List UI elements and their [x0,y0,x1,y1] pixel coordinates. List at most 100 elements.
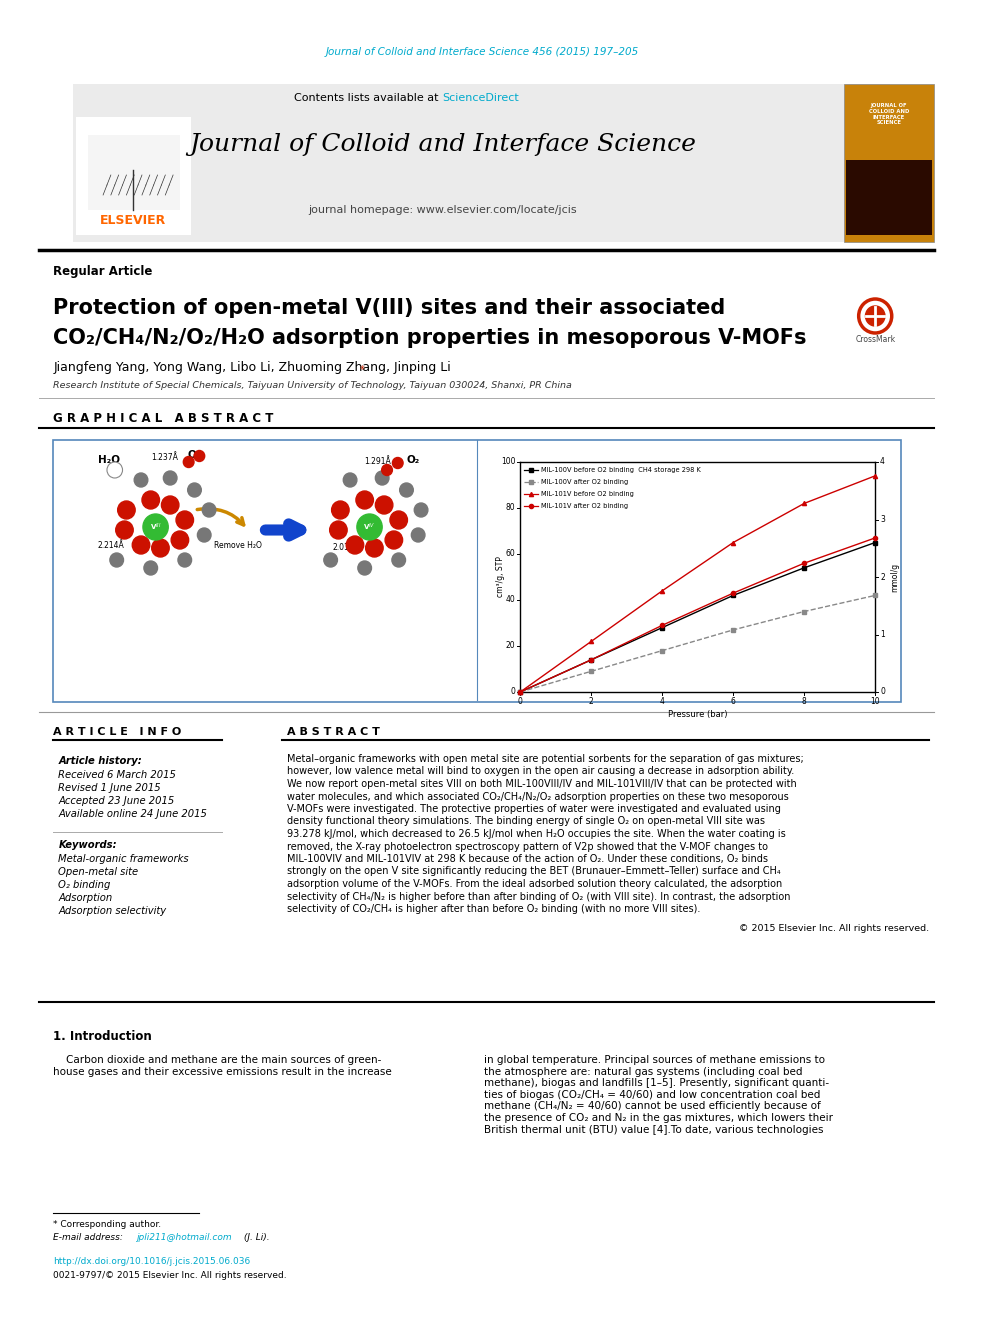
FancyBboxPatch shape [75,116,190,235]
Text: Journal of Colloid and Interface Science 456 (2015) 197–205: Journal of Colloid and Interface Science… [325,48,639,57]
Circle shape [143,515,169,540]
Text: 1: 1 [880,630,885,639]
Text: MIL-100VIV and MIL-101VIV at 298 K because of the action of O₂. Under these cond: MIL-100VIV and MIL-101VIV at 298 K becau… [287,855,768,864]
Text: Jiangfeng Yang, Yong Wang, Libo Li, Zhuoming Zhang, Jinping Li: Jiangfeng Yang, Yong Wang, Libo Li, Zhuo… [54,361,451,374]
Circle shape [412,528,425,542]
Text: jpli211@hotmail.com: jpli211@hotmail.com [136,1233,232,1242]
Text: Contents lists available at: Contents lists available at [295,93,442,103]
FancyBboxPatch shape [844,83,933,242]
Text: 93.278 kJ/mol, which decreased to 26.5 kJ/mol when H₂O occupies the site. When t: 93.278 kJ/mol, which decreased to 26.5 k… [287,830,786,839]
Circle shape [164,471,177,486]
Circle shape [110,553,123,568]
Text: ScienceDirect: ScienceDirect [442,93,519,103]
Text: 40: 40 [506,595,516,605]
Text: Accepted 23 June 2015: Accepted 23 June 2015 [59,796,175,806]
Text: adsorption volume of the V-MOFs. From the ideal adsorbed solution theory calcula: adsorption volume of the V-MOFs. From th… [287,878,782,889]
Text: 2: 2 [589,697,593,706]
Text: CrossMark: CrossMark [855,336,895,344]
Circle shape [385,531,403,549]
Text: however, low valence metal will bind to oxygen in the open air causing a decreas: however, low valence metal will bind to … [287,766,795,777]
Circle shape [176,511,193,529]
Text: 2.214Å: 2.214Å [97,541,124,549]
Text: 1.291Å: 1.291Å [365,456,392,466]
Text: density functional theory simulations. The binding energy of single O₂ on open-m: density functional theory simulations. T… [287,816,765,827]
Text: Article history:: Article history: [59,755,142,766]
Circle shape [118,501,135,519]
Text: 6: 6 [731,697,736,706]
Circle shape [178,553,191,568]
Text: selectivity of CO₂/CH₄ is higher after than before O₂ binding (with no more VIII: selectivity of CO₂/CH₄ is higher after t… [287,904,700,914]
Circle shape [375,471,389,486]
Text: Open-metal site: Open-metal site [59,867,139,877]
Text: Remove H₂O: Remove H₂O [214,541,262,549]
FancyBboxPatch shape [73,83,890,242]
Text: in global temperature. Principal sources of methane emissions to
the atmosphere : in global temperature. Principal sources… [484,1054,833,1135]
Text: selectivity of CH₄/N₂ is higher before than after binding of O₂ (with VIII site): selectivity of CH₄/N₂ is higher before t… [287,892,791,901]
Circle shape [392,553,406,568]
Text: 80: 80 [506,504,516,512]
Circle shape [382,464,393,475]
Circle shape [107,462,123,478]
FancyBboxPatch shape [846,160,931,235]
Circle shape [162,496,179,515]
Text: V$^{III}$: V$^{III}$ [150,521,162,533]
Text: 0021-9797/© 2015 Elsevier Inc. All rights reserved.: 0021-9797/© 2015 Elsevier Inc. All right… [54,1271,287,1279]
Circle shape [393,458,403,468]
Text: cm³/g, STP: cm³/g, STP [496,557,505,598]
Text: Metal-organic frameworks: Metal-organic frameworks [59,855,188,864]
Text: O₂: O₂ [187,450,201,460]
Circle shape [152,538,170,557]
Circle shape [142,491,160,509]
FancyBboxPatch shape [54,441,902,703]
Text: http://dx.doi.org/10.1016/j.jcis.2015.06.036: http://dx.doi.org/10.1016/j.jcis.2015.06… [54,1257,251,1266]
Text: E-mail address:: E-mail address: [54,1233,123,1242]
Text: MIL-101V after O2 binding: MIL-101V after O2 binding [541,503,628,509]
Circle shape [400,483,414,497]
Circle shape [329,521,347,538]
FancyBboxPatch shape [87,135,180,210]
Text: H₂O: H₂O [98,455,120,464]
Text: Journal of Colloid and Interface Science: Journal of Colloid and Interface Science [189,134,696,156]
Text: 4: 4 [660,697,665,706]
Text: 0: 0 [518,697,523,706]
Text: We now report open-metal sites VIII on both MIL-100VIII/IV and MIL-101VIII/IV th: We now report open-metal sites VIII on b… [287,779,797,789]
Text: water molecules, and which associated CO₂/CH₄/N₂/O₂ adsorption properties on the: water molecules, and which associated CO… [287,791,789,802]
Text: O₂ binding: O₂ binding [59,880,111,890]
Circle shape [343,474,357,487]
Text: Revised 1 June 2015: Revised 1 June 2015 [59,783,161,792]
Text: Adsorption: Adsorption [59,893,113,904]
Circle shape [356,491,373,509]
Text: Pressure (bar): Pressure (bar) [668,710,727,718]
Circle shape [172,531,188,549]
Text: MIL-100V after O2 binding: MIL-100V after O2 binding [541,479,628,486]
Text: *: * [360,365,364,374]
Text: 4: 4 [880,458,885,467]
Circle shape [358,561,371,576]
Text: A R T I C L E   I N F O: A R T I C L E I N F O [54,728,182,737]
Text: Protection of open-metal V(III) sites and their associated: Protection of open-metal V(III) sites an… [54,298,726,318]
Text: * Corresponding author.: * Corresponding author. [54,1220,162,1229]
Text: 10: 10 [870,697,880,706]
Circle shape [865,306,885,325]
Text: Regular Article: Regular Article [54,266,153,279]
Text: Carbon dioxide and methane are the main sources of green-
house gases and their : Carbon dioxide and methane are the main … [54,1054,392,1077]
Text: G R A P H I C A L   A B S T R A C T: G R A P H I C A L A B S T R A C T [54,411,274,425]
Text: 8: 8 [802,697,806,706]
Text: 100: 100 [501,458,516,467]
Text: Available online 24 June 2015: Available online 24 June 2015 [59,808,207,819]
Text: 0: 0 [511,688,516,696]
Text: O₂: O₂ [407,455,420,464]
Text: Research Institute of Special Chemicals, Taiyuan University of Technology, Taiyu: Research Institute of Special Chemicals,… [54,381,572,389]
Circle shape [390,511,408,529]
Text: ELSEVIER: ELSEVIER [100,213,167,226]
Text: © 2015 Elsevier Inc. All rights reserved.: © 2015 Elsevier Inc. All rights reserved… [739,923,929,933]
Text: 20: 20 [506,642,516,651]
Circle shape [346,536,364,554]
Circle shape [366,538,383,557]
Circle shape [194,451,204,462]
Text: JOURNAL OF
COLLOID AND
INTERFACE
SCIENCE: JOURNAL OF COLLOID AND INTERFACE SCIENCE [869,103,909,126]
Text: Received 6 March 2015: Received 6 March 2015 [59,770,177,781]
Text: MIL-101V before O2 binding: MIL-101V before O2 binding [541,491,634,497]
Circle shape [187,483,201,497]
Circle shape [132,536,150,554]
